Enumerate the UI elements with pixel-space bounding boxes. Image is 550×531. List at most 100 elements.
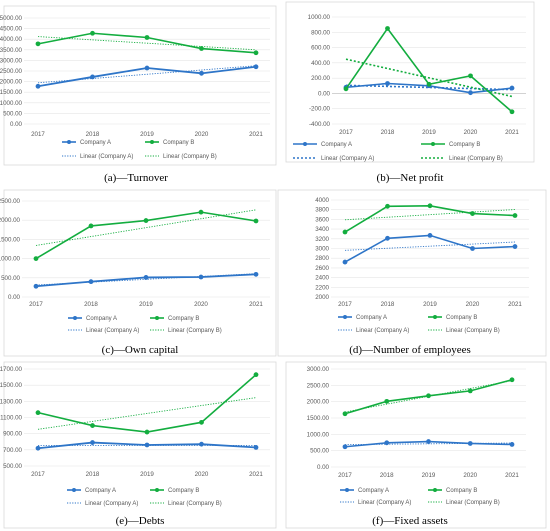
legend-label: Company A [358,488,389,494]
legend-label: Linear (Company A) [358,500,411,506]
x-tick-label: 2019 [422,472,436,479]
y-tick-label: 2000.00 [307,399,330,406]
y-tick-label: 900.00 [3,431,22,438]
x-tick-label: 2020 [194,301,208,308]
y-tick-label: 2000 [315,294,329,301]
data-point [343,86,349,92]
x-tick-label: 2021 [505,472,519,479]
x-tick-label: 2018 [381,129,395,136]
trendline [37,397,257,430]
data-point [90,423,95,428]
data-point [33,256,39,261]
data-point [199,46,204,51]
data-point [35,41,41,47]
x-tick-label: 2021 [249,301,263,308]
data-point [427,233,433,238]
legend-label: Linear (Company A) [356,328,409,334]
data-point [253,271,259,277]
panel-caption: (d)—Number of employees [349,344,471,356]
data-point [385,26,390,31]
legend-label: Linear (Company A) [321,156,374,162]
data-point [199,70,204,76]
y-tick-label: 1500.00 [0,89,23,96]
x-tick-label: 2019 [140,131,154,138]
legend-label: Linear (Company B) [446,328,500,334]
legend-marker [155,488,159,492]
data-point [385,81,390,86]
x-tick-label: 2019 [139,301,153,308]
y-tick-label: 3000.00 [307,366,330,373]
data-point [143,275,149,280]
data-point [253,218,259,224]
y-tick-label: 3200 [315,236,329,243]
x-tick-label: 2018 [84,301,98,308]
panel-caption: (e)—Debts [116,515,165,527]
data-point [199,419,204,425]
data-point [198,274,204,280]
y-tick-label: -400.00 [309,121,331,128]
y-tick-label: 2800 [315,255,329,262]
chart-panel: 500.00 700.00 900.00 1100.00 1300.00 1500.00 1… [0,361,277,529]
chart-panel: 0.00 500.00 1000.00 1500.00 2000.00 2500.00 20… [0,189,277,357]
y-tick-label: 1700.00 [0,366,23,373]
legend-label: Linear (Company B) [168,328,222,334]
data-point [509,377,515,383]
legend-label: Company A [80,140,111,146]
chart-panel: -400.00 -200.00 0.00 200.00 400.00 600.00 800.… [285,1,535,184]
y-tick-label: 1100.00 [0,415,22,422]
legend-marker [72,488,76,492]
legend-label: Company A [86,316,117,322]
y-tick-label: 3000.00 [0,57,23,64]
y-tick-label: -200.00 [309,106,331,113]
legend-marker [433,315,437,319]
legend-label: Linear (Company B) [168,501,222,507]
y-tick-label: 3500.00 [0,47,23,54]
y-tick-label: 700.00 [3,447,22,454]
data-point [509,442,515,447]
data-point [88,223,94,229]
data-point [253,372,259,378]
y-tick-label: 1500.00 [0,382,23,389]
y-tick-label: 0.00 [10,121,23,128]
data-point [470,246,475,251]
x-tick-label: 2017 [339,129,353,136]
y-tick-label: 2600 [315,265,329,272]
data-point [470,211,475,216]
y-tick-label: 3000 [315,246,329,253]
panel-caption: (f)—Fixed assets [372,515,447,527]
y-tick-label: 3800 [315,207,329,214]
y-tick-label: 1000.00 [0,256,21,263]
y-tick-label: 1500.00 [307,415,330,422]
x-tick-label: 2019 [423,301,437,308]
y-tick-label: 200.00 [311,75,330,82]
legend-label: Linear (Company A) [80,154,133,160]
data-point [467,441,473,446]
legend-label: Company A [321,142,352,148]
data-point [35,83,41,89]
x-tick-label: 2019 [140,471,154,478]
y-tick-label: 500.00 [3,463,22,470]
legend-label: Company A [356,315,387,321]
y-tick-label: 5000.00 [0,15,23,22]
trendline [345,58,513,98]
panel-border [277,189,547,357]
panel-caption: (b)—Net profit [377,172,444,184]
data-point [385,203,390,209]
data-point [467,388,473,394]
data-point [426,81,432,87]
data-point [509,109,515,115]
data-point [88,279,94,285]
y-tick-label: 1000.00 [0,100,23,107]
x-tick-label: 2018 [380,472,394,479]
data-point [509,85,515,91]
data-point [253,445,259,450]
legend-label: Linear (Company A) [86,328,139,334]
x-tick-label: 2020 [464,129,478,136]
x-tick-label: 2017 [338,301,352,308]
data-point [144,429,150,435]
data-point [253,50,259,56]
legend-marker [433,488,437,492]
data-point [426,439,431,444]
data-point [342,411,348,417]
y-tick-label: 500.00 [3,110,22,117]
